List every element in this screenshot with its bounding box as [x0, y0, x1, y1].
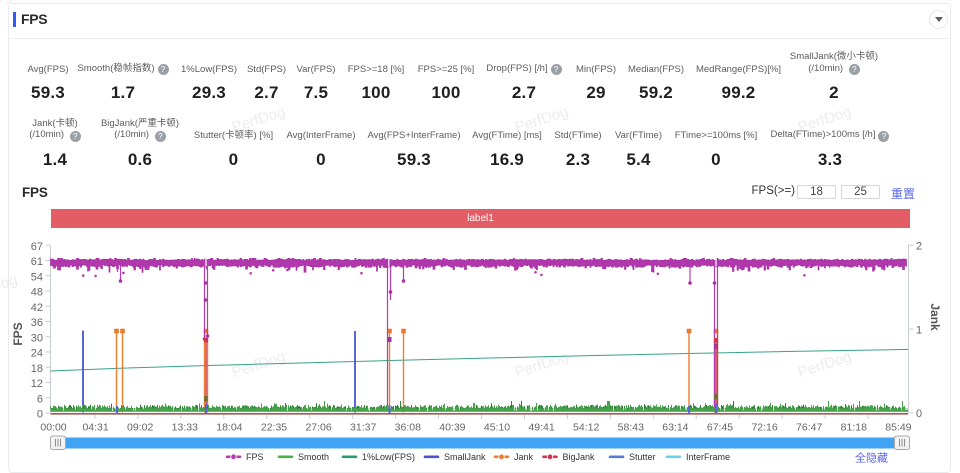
- svg-text:0: 0: [916, 408, 922, 420]
- svg-text:1: 1: [916, 324, 922, 336]
- svg-text:81:18: 81:18: [841, 422, 867, 434]
- svg-text:FPS: FPS: [11, 322, 25, 345]
- svg-text:42: 42: [31, 302, 43, 314]
- svg-text:22:35: 22:35: [261, 422, 287, 434]
- svg-text:54:12: 54:12: [573, 422, 599, 434]
- svg-text:18: 18: [31, 363, 43, 375]
- svg-text:PerfDog: PerfDog: [230, 103, 288, 136]
- svg-text:40:39: 40:39: [439, 422, 465, 434]
- svg-text:48: 48: [31, 287, 43, 299]
- svg-text:Smooth: Smooth: [298, 452, 329, 462]
- svg-text:63:14: 63:14: [662, 422, 688, 434]
- svg-text:58:43: 58:43: [618, 422, 644, 434]
- svg-text:67: 67: [31, 241, 43, 253]
- svg-text:2: 2: [916, 240, 922, 252]
- svg-text:全隐藏: 全隐藏: [855, 451, 888, 465]
- svg-text:00:00: 00:00: [40, 422, 66, 434]
- svg-text:PerfDog: PerfDog: [513, 103, 571, 136]
- svg-text:BigJank: BigJank: [563, 452, 596, 462]
- svg-text:Jank: Jank: [514, 452, 534, 462]
- svg-text:49:41: 49:41: [528, 422, 554, 434]
- svg-text:Jank: Jank: [928, 303, 942, 331]
- svg-text:PerfDog: PerfDog: [796, 103, 854, 136]
- svg-text:72:16: 72:16: [751, 422, 777, 434]
- svg-text:Stutter: Stutter: [629, 452, 656, 462]
- svg-text:SmallJank: SmallJank: [444, 452, 486, 462]
- svg-text:09:02: 09:02: [127, 422, 153, 434]
- svg-text:31:37: 31:37: [350, 422, 376, 434]
- svg-text:1%Low(FPS): 1%Low(FPS): [362, 452, 415, 462]
- svg-text:24: 24: [31, 348, 43, 360]
- svg-text:InterFrame: InterFrame: [686, 452, 730, 462]
- svg-text:76:47: 76:47: [796, 422, 822, 434]
- svg-text:PerfDog: PerfDog: [0, 271, 19, 304]
- svg-text:54: 54: [31, 271, 43, 283]
- svg-text:PerfDog: PerfDog: [796, 348, 854, 381]
- svg-text:0: 0: [37, 409, 43, 421]
- svg-text:45:10: 45:10: [484, 422, 510, 434]
- svg-text:PerfDog: PerfDog: [513, 348, 571, 381]
- svg-text:18:04: 18:04: [216, 422, 242, 434]
- svg-text:FPS: FPS: [246, 452, 264, 462]
- svg-text:27:06: 27:06: [305, 422, 331, 434]
- svg-text:85:49: 85:49: [885, 422, 911, 434]
- svg-text:67:45: 67:45: [707, 422, 733, 434]
- svg-text:12: 12: [31, 378, 43, 390]
- svg-text:61: 61: [31, 256, 43, 268]
- svg-text:13:33: 13:33: [172, 422, 198, 434]
- svg-text:36:08: 36:08: [395, 422, 421, 434]
- svg-text:30: 30: [31, 332, 43, 344]
- svg-text:6: 6: [37, 393, 43, 405]
- svg-text:PerfDog: PerfDog: [0, 0, 13, 19]
- svg-text:04:31: 04:31: [82, 422, 108, 434]
- svg-text:36: 36: [31, 317, 43, 329]
